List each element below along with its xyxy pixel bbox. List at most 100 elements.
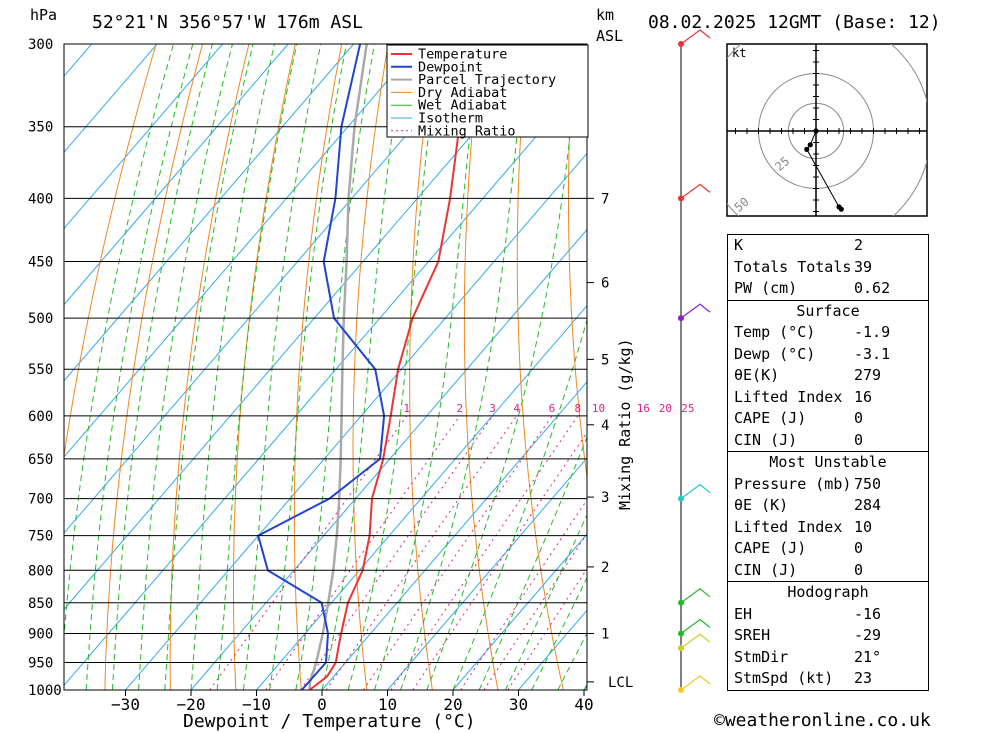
pressure-tick-label: 300 bbox=[28, 37, 53, 53]
wet-adiabat-line bbox=[111, 44, 213, 690]
pressure-tick-label: 1000 bbox=[28, 683, 62, 699]
x-tick-label: −20 bbox=[177, 695, 206, 714]
parcel-trajectory-line bbox=[308, 44, 368, 690]
most-unstable-row: CIN (J) 0 bbox=[734, 560, 864, 579]
hodograph-point bbox=[804, 146, 810, 152]
wet-adiabat-line bbox=[347, 44, 441, 690]
legend-label: Parcel Trajectory bbox=[418, 72, 556, 88]
index-row-pw: PW (cm) 0.62 bbox=[734, 279, 891, 297]
pressure-tick-label: 850 bbox=[28, 596, 53, 612]
pressure-tick-label: 950 bbox=[28, 655, 53, 671]
wind-barb bbox=[680, 633, 711, 649]
hodograph-point bbox=[838, 206, 844, 212]
hodograph-ring-label: 75 bbox=[691, 235, 711, 255]
hodograph-unit: kt bbox=[732, 46, 746, 60]
wind-barb bbox=[680, 675, 711, 691]
isotherm-line bbox=[64, 44, 551, 610]
dry-adiabat-line bbox=[945, 44, 1000, 690]
mixing-ratio-label: 4 bbox=[513, 402, 520, 415]
wet-adiabat-line bbox=[478, 435, 587, 690]
mixing-ratio-label: 10 bbox=[592, 402, 605, 415]
hodograph-point bbox=[807, 142, 813, 148]
mixing-ratio-line bbox=[300, 415, 494, 690]
x-tick-label: 10 bbox=[378, 695, 397, 714]
wet-adiabat-line bbox=[400, 44, 528, 690]
wind-barb bbox=[680, 303, 711, 319]
most-unstable-row: CAPE (J) 0 bbox=[734, 539, 864, 557]
mixing-ratio-label: 3 bbox=[489, 402, 496, 415]
height-unit-asl: ASL bbox=[596, 27, 623, 45]
dry-adiabat-line bbox=[409, 44, 436, 690]
wet-adiabat-line bbox=[269, 44, 347, 690]
most-unstable-title: Most Unstable bbox=[728, 451, 928, 474]
surface-row: CAPE (J) 0 bbox=[734, 409, 864, 427]
x-tick-label: 30 bbox=[509, 695, 528, 714]
hodograph-row: StmDir 21° bbox=[734, 647, 882, 666]
dry-adiabat-line bbox=[64, 44, 157, 459]
km-tick-label: 1 bbox=[601, 626, 609, 642]
dry-adiabat-line bbox=[233, 44, 296, 690]
most-unstable-row: Pressure (mb) 750 bbox=[734, 474, 882, 493]
isotherm-line bbox=[64, 44, 289, 306]
wind-barb bbox=[680, 29, 711, 45]
isotherm-line bbox=[387, 457, 587, 690]
legend-label: Mixing Ratio bbox=[418, 123, 516, 139]
x-tick-label: −10 bbox=[242, 695, 271, 714]
pressure-tick-label: 900 bbox=[28, 626, 53, 642]
copyright-link[interactable]: ©weatheronline.co.uk bbox=[714, 710, 931, 731]
mixing-ratio-label: 6 bbox=[549, 402, 556, 415]
location-title: 52°21'N 356°57'W 176m ASL bbox=[92, 12, 363, 33]
x-tick-label: 20 bbox=[443, 695, 462, 714]
wind-barb bbox=[680, 483, 711, 500]
mixing-ratio-label: 8 bbox=[575, 402, 582, 415]
km-tick-label: 4 bbox=[601, 418, 609, 434]
wind-barb bbox=[680, 618, 711, 634]
mixing-ratio-axis-title: Mixing Ratio (g/kg) bbox=[616, 338, 634, 510]
most-unstable-row: Lifted Index 10 bbox=[734, 517, 873, 536]
dry-adiabat-line bbox=[992, 44, 1000, 690]
surface-title: Surface bbox=[728, 299, 928, 323]
mixing-ratio-line bbox=[483, 532, 587, 690]
wet-adiabat-line bbox=[504, 513, 587, 690]
wet-adiabat-line bbox=[452, 318, 587, 690]
isotherm-line bbox=[64, 44, 485, 534]
pressure-tick-label: 800 bbox=[28, 563, 53, 579]
km-tick-label: 7 bbox=[601, 191, 609, 207]
wet-adiabat-line bbox=[64, 44, 174, 643]
mixing-ratio-label: 2 bbox=[456, 402, 463, 415]
pressure-tick-label: 400 bbox=[28, 191, 53, 207]
hodograph-row: EH -16 bbox=[734, 604, 882, 623]
surface-row: Lifted Index 16 bbox=[734, 387, 873, 406]
pressure-tick-label: 450 bbox=[28, 255, 53, 271]
wet-adiabat-line bbox=[321, 44, 406, 690]
wet-adiabat-line bbox=[216, 44, 298, 690]
isotherm-line bbox=[190, 228, 587, 690]
surface-row: Temp (°C) -1.9 bbox=[734, 323, 891, 341]
isotherm-line bbox=[64, 44, 420, 458]
mixing-ratio-line bbox=[390, 415, 579, 690]
isotherm-line bbox=[64, 44, 223, 230]
wet-adiabat-line bbox=[242, 44, 322, 690]
hodograph-point bbox=[813, 128, 819, 134]
km-tick-label: 2 bbox=[601, 560, 609, 576]
legend-label: Dry Adiabat bbox=[418, 85, 507, 101]
hodograph-params-title: Hodograph bbox=[728, 581, 928, 604]
mixing-ratio-line bbox=[209, 415, 408, 690]
wet-adiabat-line bbox=[426, 44, 581, 690]
most-unstable-row: θE (K) 284 bbox=[734, 496, 882, 514]
mixing-ratio-label: 16 bbox=[637, 402, 650, 415]
isotherm-line bbox=[64, 44, 354, 382]
legend-label: Temperature bbox=[418, 47, 507, 63]
pressure-tick-label: 350 bbox=[28, 120, 53, 136]
hodograph-row: StmSpd (kt) 23 bbox=[734, 669, 873, 687]
mixing-ratio-label: 1 bbox=[403, 402, 410, 415]
wind-barb bbox=[680, 588, 711, 604]
surface-row: Dewp (°C) -3.1 bbox=[734, 344, 891, 363]
pressure-tick-label: 650 bbox=[28, 452, 53, 468]
km-tick-label: 3 bbox=[601, 490, 609, 506]
pressure-tick-label: 600 bbox=[28, 409, 53, 425]
